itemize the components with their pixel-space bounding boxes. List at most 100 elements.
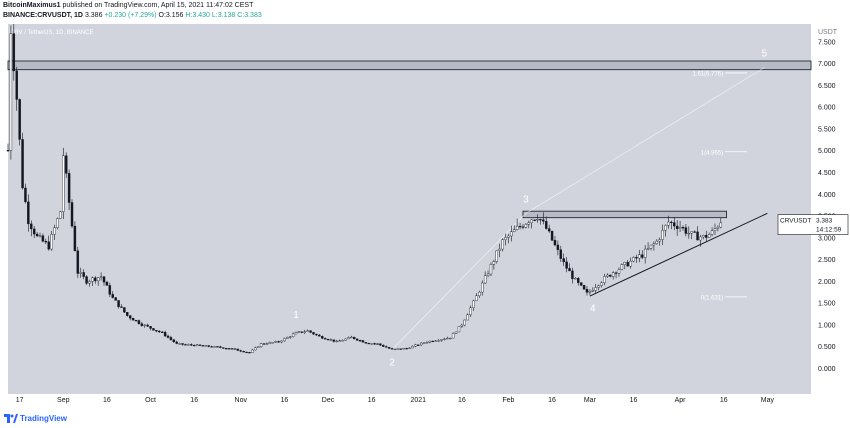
candle-body xyxy=(533,219,536,221)
candle-body xyxy=(271,342,274,344)
y-tick-label: 3.000 xyxy=(818,235,836,242)
candle-body xyxy=(411,345,414,349)
candle-body xyxy=(623,262,627,265)
candle-body xyxy=(641,254,644,258)
candle-body xyxy=(591,290,595,292)
candle-body xyxy=(222,347,225,349)
candle-body xyxy=(713,228,717,231)
candle-body xyxy=(178,343,181,345)
candle-body xyxy=(6,150,10,152)
candle-body xyxy=(233,348,237,350)
candle-body xyxy=(478,291,481,296)
candle-body xyxy=(358,340,362,342)
footer: TradingView xyxy=(0,408,850,428)
candle-body xyxy=(35,233,39,237)
candle-body xyxy=(288,336,292,338)
candle-body xyxy=(184,344,187,346)
candle-body xyxy=(562,258,565,263)
y-tick-label: 2.500 xyxy=(818,257,836,264)
candle-body xyxy=(681,227,685,229)
candle-body xyxy=(254,347,257,351)
candle-body xyxy=(501,239,504,250)
candle-body xyxy=(594,287,597,291)
candle-body xyxy=(684,227,688,234)
candle-body xyxy=(59,211,62,219)
candle-body xyxy=(536,219,539,221)
candle-body xyxy=(137,320,141,324)
wave-label-5: 5 xyxy=(762,49,768,60)
candle-body xyxy=(149,326,152,329)
time-axis-background xyxy=(0,394,850,408)
ohlc-low: L:3.138 xyxy=(211,12,236,19)
resistance-zone-upper xyxy=(7,60,812,71)
candle-body xyxy=(687,232,691,235)
candle-body xyxy=(30,223,33,230)
candle-body xyxy=(597,285,600,288)
candle-body xyxy=(626,262,629,267)
candle-body xyxy=(259,343,263,347)
chart-area[interactable]: USDT 7.500 7.000 6.500 6.000 5.500 5.000 4.500 4… xyxy=(0,19,850,408)
candle-body xyxy=(451,333,455,339)
candle-body xyxy=(440,339,443,341)
candle-body xyxy=(635,257,638,259)
candle-body xyxy=(341,340,344,342)
last-price-value: 3.383 xyxy=(816,218,833,225)
candle-body xyxy=(163,332,167,337)
candle-body xyxy=(50,234,53,250)
candle-body xyxy=(18,99,21,140)
y-tick-label: 0.500 xyxy=(818,344,836,351)
x-tick-label: 16 xyxy=(630,397,638,404)
candle-body xyxy=(664,225,667,231)
candle-body xyxy=(617,269,621,274)
candle-body xyxy=(64,155,68,174)
x-tick-label: 17 xyxy=(16,397,24,404)
fib-level-label: 1(4.965) xyxy=(701,150,723,156)
candle-body xyxy=(425,342,429,344)
x-tick-label: 2021 xyxy=(410,397,426,404)
candle-body xyxy=(443,338,446,340)
candle-body xyxy=(673,222,676,227)
candle-body xyxy=(160,331,164,333)
candle-body xyxy=(111,294,114,298)
tradingview-logo[interactable]: TradingView xyxy=(4,413,67,424)
candle-body xyxy=(382,344,385,347)
candle-body xyxy=(507,235,510,238)
candle-body xyxy=(693,231,696,233)
author-name[interactable]: BitcoinMaximus1 xyxy=(3,2,61,9)
candle-body xyxy=(649,244,653,249)
candle-body xyxy=(303,331,306,333)
x-tick-label: 16 xyxy=(548,397,556,404)
candle-body xyxy=(373,343,376,345)
candle-body xyxy=(344,338,347,341)
candle-body xyxy=(274,341,277,343)
candle-body xyxy=(466,314,469,321)
x-tick-label: 16 xyxy=(720,397,728,404)
candle-body xyxy=(169,337,173,340)
price-chart[interactable]: USDT 7.500 7.000 6.500 6.000 5.500 5.000 4.500 4… xyxy=(0,19,850,408)
candle-body xyxy=(79,272,82,274)
candle-body xyxy=(582,285,586,290)
candle-body xyxy=(658,239,661,242)
candle-body xyxy=(117,300,120,307)
candle-body xyxy=(41,235,45,242)
candle-body xyxy=(239,350,242,352)
x-tick-label: Sep xyxy=(57,397,70,404)
candle-body xyxy=(585,289,589,293)
candle-body xyxy=(437,340,440,342)
y-tick-label: 0.000 xyxy=(818,366,836,373)
candle-body xyxy=(678,227,682,229)
candle-body xyxy=(73,225,77,251)
tradingview-icon xyxy=(4,414,18,423)
y-tick-label: 5.000 xyxy=(818,148,836,155)
candle-body xyxy=(652,243,656,246)
candle-body xyxy=(56,218,59,228)
candle-body xyxy=(667,221,670,226)
candle-body xyxy=(705,235,708,238)
candle-body xyxy=(82,272,85,277)
publish-info: BitcoinMaximus1 published on TradingView… xyxy=(3,2,253,9)
candle-body xyxy=(251,349,254,353)
candle-body xyxy=(102,276,106,283)
candle-body xyxy=(390,348,394,350)
candle-body xyxy=(286,337,289,339)
last-price-tag xyxy=(777,214,849,235)
